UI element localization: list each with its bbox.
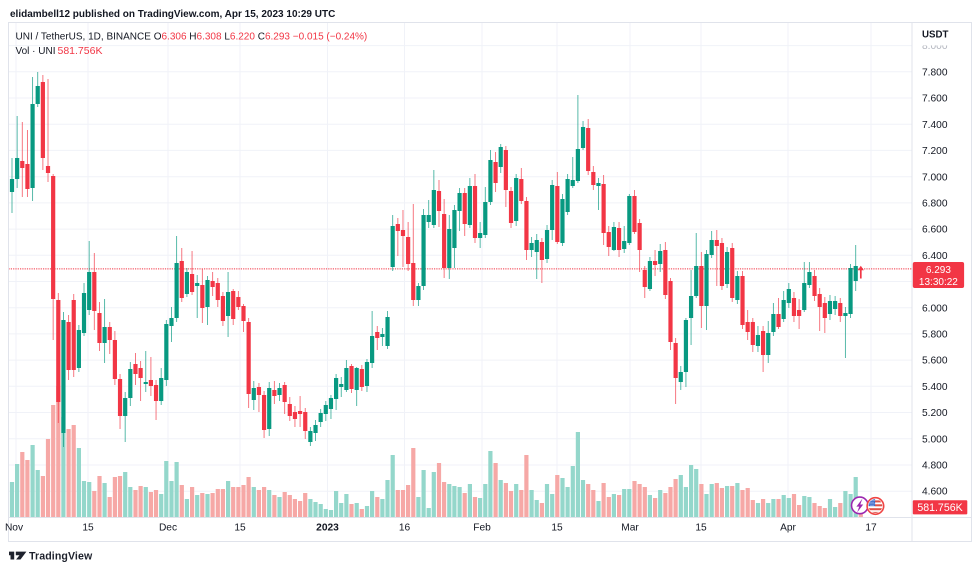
svg-text:17: 17 <box>865 523 877 534</box>
svg-text:6.400: 6.400 <box>922 251 948 262</box>
svg-text:4.800: 4.800 <box>922 461 948 472</box>
svg-text:2023: 2023 <box>316 523 339 534</box>
svg-text:Mar: Mar <box>621 523 639 534</box>
svg-text:Feb: Feb <box>473 523 491 534</box>
svg-text:6.293: 6.293 <box>926 265 951 276</box>
svg-text:581.756K: 581.756K <box>917 502 962 514</box>
svg-text:Apr: Apr <box>780 523 796 534</box>
svg-text:TradingView: TradingView <box>29 550 93 562</box>
svg-text:7.400: 7.400 <box>922 120 948 131</box>
svg-text:6.000: 6.000 <box>922 303 948 314</box>
svg-text:Vol · UNI: Vol · UNI <box>16 46 56 57</box>
svg-text:6.800: 6.800 <box>922 199 948 210</box>
svg-text:6.600: 6.600 <box>922 225 948 236</box>
svg-text:7.800: 7.800 <box>922 67 948 78</box>
svg-text:5.200: 5.200 <box>922 408 948 419</box>
svg-text:UNI / TetherUS, 1D, BINANCE O6: UNI / TetherUS, 1D, BINANCE O6.306 H6.30… <box>16 32 368 43</box>
svg-text:13:30:22: 13:30:22 <box>919 277 958 288</box>
svg-text:Dec: Dec <box>159 523 177 534</box>
svg-text:5.800: 5.800 <box>922 330 948 341</box>
svg-text:15: 15 <box>82 523 94 534</box>
svg-text:581.756K: 581.756K <box>58 45 103 57</box>
svg-text:Nov: Nov <box>5 523 24 534</box>
svg-text:15: 15 <box>695 523 707 534</box>
svg-text:7.600: 7.600 <box>922 94 948 105</box>
svg-text:4.600: 4.600 <box>922 487 948 498</box>
svg-text:elidambell12 published on Trad: elidambell12 published on TradingView.co… <box>10 9 335 20</box>
svg-text:USDT: USDT <box>922 29 948 40</box>
svg-text:8.000: 8.000 <box>922 41 948 52</box>
svg-text:5.000: 5.000 <box>922 434 948 445</box>
svg-text:15: 15 <box>234 523 246 534</box>
svg-text:5.400: 5.400 <box>922 382 948 393</box>
svg-text:15: 15 <box>551 523 563 534</box>
svg-text:7.000: 7.000 <box>922 172 948 183</box>
svg-text:7.200: 7.200 <box>922 146 948 157</box>
svg-text:5.600: 5.600 <box>922 356 948 367</box>
svg-text:16: 16 <box>399 523 411 534</box>
